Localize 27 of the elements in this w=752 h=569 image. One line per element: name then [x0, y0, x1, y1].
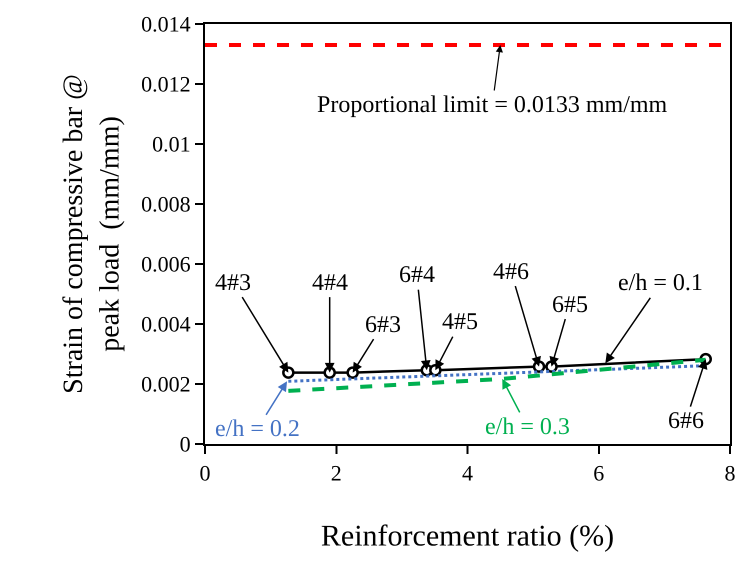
x-tick-label: 4 [462, 460, 473, 486]
annotation: 4#6 [493, 259, 529, 285]
x-tick-label: 6 [593, 460, 604, 486]
x-axis-title: Reinforcement ratio (%) [320, 519, 614, 552]
annotation: 6#3 [365, 312, 401, 338]
y-tick-label: 0.012 [141, 72, 191, 97]
annotation: e/h = 0.3 [485, 414, 570, 440]
x-tick-label: 8 [724, 460, 736, 486]
y-tick-label: 0.008 [141, 192, 191, 217]
annotation: e/h = 0.1 [618, 270, 703, 296]
annotation: e/h = 0.2 [215, 416, 300, 442]
annotation: 4#4 [312, 270, 348, 296]
annotation: 4#3 [215, 270, 251, 296]
y-tick-label: 0.01 [152, 132, 191, 157]
ref-line-label: Proportional limit = 0.0133 mm/mm [317, 92, 668, 118]
y-tick-label: 0.014 [141, 12, 191, 37]
x-tick-label: 2 [330, 460, 342, 486]
y-tick-label: 0.006 [141, 252, 191, 277]
annotation: 6#6 [668, 408, 704, 434]
annotation: 4#5 [442, 309, 478, 335]
x-tick-label: 0 [200, 460, 210, 486]
y-tick-label: 0.004 [141, 312, 191, 337]
y-tick-label: 0.002 [141, 372, 191, 397]
annotation: 6#4 [399, 262, 435, 288]
y-tick-label: 0 [180, 432, 191, 457]
y-axis-title: Strain of compressive bar @ peak load (mm/mm) [58, 74, 126, 394]
annotation: 6#5 [552, 292, 588, 318]
